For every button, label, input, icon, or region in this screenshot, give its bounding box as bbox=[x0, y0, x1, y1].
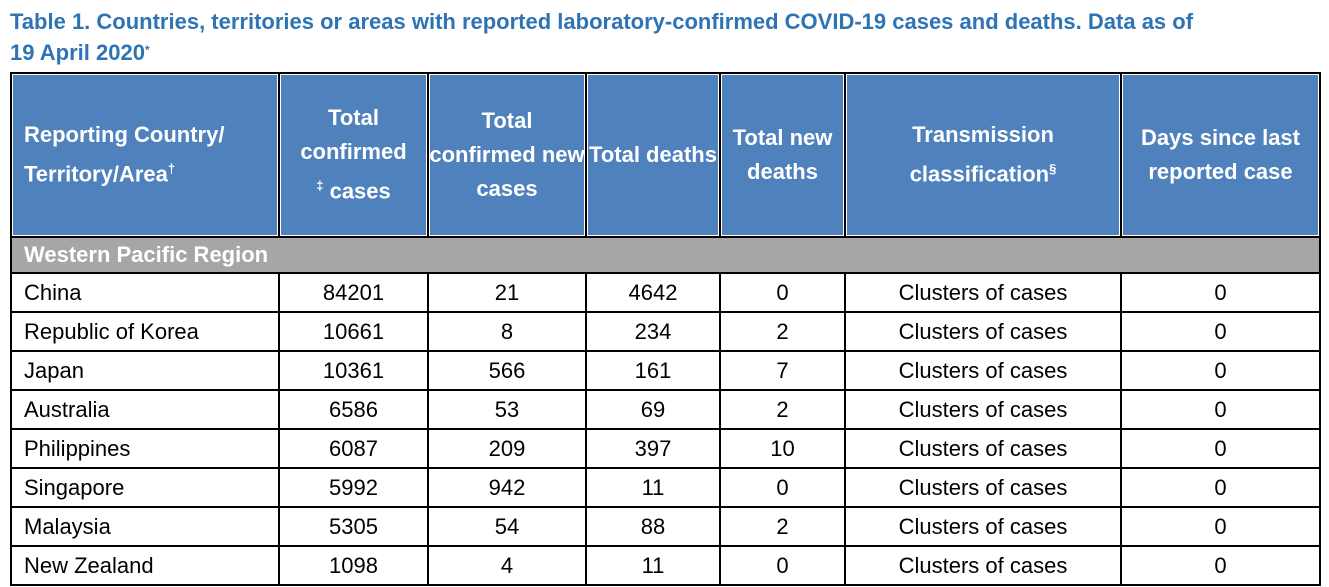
cell-days-since: 0 bbox=[1120, 467, 1321, 508]
table-row: China 84201 21 4642 0 Clusters of cases 0 bbox=[10, 272, 1321, 313]
cell-total-deaths: 69 bbox=[585, 389, 721, 430]
header-new-deaths: Total new deaths bbox=[719, 72, 846, 238]
cell-total-confirmed: 1098 bbox=[278, 545, 429, 586]
cell-transmission: Clusters of cases bbox=[844, 506, 1122, 547]
cell-total-confirmed: 5305 bbox=[278, 506, 429, 547]
cell-total-confirmed: 84201 bbox=[278, 272, 429, 313]
table-row: Republic of Korea 10661 8 234 2 Clusters of c… bbox=[10, 311, 1321, 352]
cell-new-cases: 942 bbox=[427, 467, 587, 508]
cell-total-deaths: 11 bbox=[585, 545, 721, 586]
cell-total-confirmed: 5992 bbox=[278, 467, 429, 508]
cell-total-confirmed: 6087 bbox=[278, 428, 429, 469]
title-line2: 19 April 2020 bbox=[10, 40, 145, 65]
cell-country: Singapore bbox=[10, 467, 280, 508]
cell-transmission: Clusters of cases bbox=[844, 350, 1122, 391]
cell-country: Republic of Korea bbox=[10, 311, 280, 352]
cell-total-deaths: 234 bbox=[585, 311, 721, 352]
cell-country: Malaysia bbox=[10, 506, 280, 547]
cell-transmission: Clusters of cases bbox=[844, 311, 1122, 352]
region-label: Western Pacific Region bbox=[10, 236, 1321, 274]
cell-total-deaths: 161 bbox=[585, 350, 721, 391]
header-new-cases: Total confirmed new cases bbox=[427, 72, 587, 238]
cell-days-since: 0 bbox=[1120, 272, 1321, 313]
cell-total-confirmed: 10661 bbox=[278, 311, 429, 352]
cell-new-cases: 21 bbox=[427, 272, 587, 313]
cell-transmission: Clusters of cases bbox=[844, 272, 1122, 313]
header-days-since: Days since last reported case bbox=[1120, 72, 1321, 238]
cell-total-deaths: 88 bbox=[585, 506, 721, 547]
cell-total-deaths: 397 bbox=[585, 428, 721, 469]
cell-new-deaths: 2 bbox=[719, 311, 846, 352]
header-row: Reporting Country/ Territory/Area† Total… bbox=[10, 72, 1321, 238]
cell-days-since: 0 bbox=[1120, 389, 1321, 430]
cell-new-cases: 53 bbox=[427, 389, 587, 430]
header-total-confirmed: Total confirmed ‡ cases bbox=[278, 72, 429, 238]
cell-transmission: Clusters of cases bbox=[844, 545, 1122, 586]
covid-table: Reporting Country/ Territory/Area† Total… bbox=[10, 72, 1321, 586]
cell-new-deaths: 0 bbox=[719, 272, 846, 313]
cell-transmission: Clusters of cases bbox=[844, 428, 1122, 469]
cell-total-deaths: 4642 bbox=[585, 272, 721, 313]
cell-country: Japan bbox=[10, 350, 280, 391]
cell-new-cases: 4 bbox=[427, 545, 587, 586]
cell-new-cases: 566 bbox=[427, 350, 587, 391]
cell-new-deaths: 10 bbox=[719, 428, 846, 469]
cell-new-deaths: 2 bbox=[719, 389, 846, 430]
region-row: Western Pacific Region bbox=[10, 236, 1321, 274]
cell-new-deaths: 0 bbox=[719, 467, 846, 508]
title-footnote-mark: * bbox=[144, 43, 150, 57]
cell-new-deaths: 7 bbox=[719, 350, 846, 391]
header-transmission: Transmission classification§ bbox=[844, 72, 1122, 238]
cell-country: Philippines bbox=[10, 428, 280, 469]
cell-new-deaths: 0 bbox=[719, 545, 846, 586]
table-row: Philippines 6087 209 397 10 Clusters of cases… bbox=[10, 428, 1321, 469]
cell-new-cases: 209 bbox=[427, 428, 587, 469]
header-country: Reporting Country/ Territory/Area† bbox=[10, 72, 280, 238]
cell-total-confirmed: 10361 bbox=[278, 350, 429, 391]
table-row: Australia 6586 53 69 2 Clusters of cases 0 bbox=[10, 389, 1321, 430]
table-row: Japan 10361 566 161 7 Clusters of cases 0 bbox=[10, 350, 1321, 391]
cell-new-cases: 8 bbox=[427, 311, 587, 352]
cell-total-confirmed: 6586 bbox=[278, 389, 429, 430]
cell-days-since: 0 bbox=[1120, 506, 1321, 547]
table-row: New Zealand 1098 4 11 0 Clusters of cases 0 bbox=[10, 545, 1321, 586]
cell-days-since: 0 bbox=[1120, 428, 1321, 469]
table-title: Table 1. Countries, territories or areas… bbox=[10, 6, 1320, 68]
cell-new-cases: 54 bbox=[427, 506, 587, 547]
cell-country: China bbox=[10, 272, 280, 313]
table-row: Malaysia 5305 54 88 2 Clusters of cases 0 bbox=[10, 506, 1321, 547]
header-total-deaths: Total deaths bbox=[585, 72, 721, 238]
cell-days-since: 0 bbox=[1120, 545, 1321, 586]
cell-days-since: 0 bbox=[1120, 350, 1321, 391]
cell-transmission: Clusters of cases bbox=[844, 389, 1122, 430]
cell-new-deaths: 2 bbox=[719, 506, 846, 547]
table-row: Singapore 5992 942 11 0 Clusters of cases 0 bbox=[10, 467, 1321, 508]
cell-transmission: Clusters of cases bbox=[844, 467, 1122, 508]
cell-country: Australia bbox=[10, 389, 280, 430]
title-line1: Table 1. Countries, territories or areas… bbox=[10, 9, 1194, 34]
cell-total-deaths: 11 bbox=[585, 467, 721, 508]
cell-country: New Zealand bbox=[10, 545, 280, 586]
cell-days-since: 0 bbox=[1120, 311, 1321, 352]
